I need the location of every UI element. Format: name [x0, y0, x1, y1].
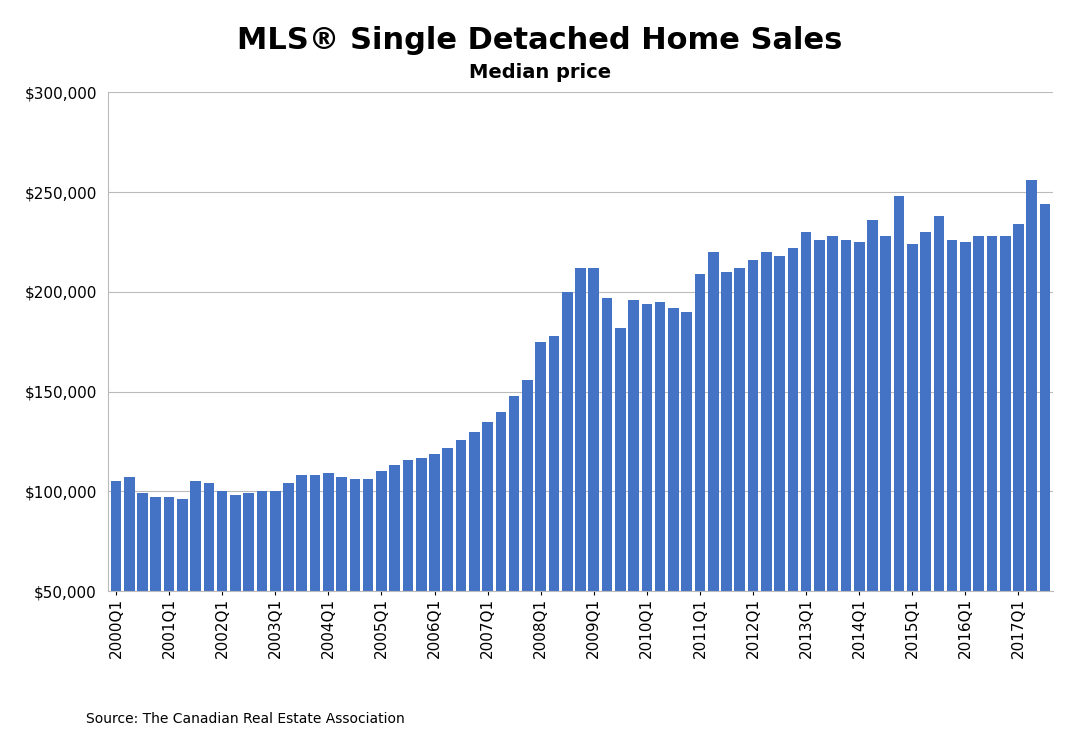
- Bar: [164, 497, 174, 691]
- Bar: [987, 236, 997, 691]
- Bar: [124, 477, 135, 691]
- Bar: [761, 252, 771, 691]
- Bar: [960, 242, 971, 691]
- Bar: [707, 252, 718, 691]
- Bar: [920, 232, 931, 691]
- Bar: [522, 380, 532, 691]
- Bar: [1000, 236, 1011, 691]
- Bar: [456, 440, 467, 691]
- Bar: [642, 304, 652, 691]
- Bar: [1026, 180, 1037, 691]
- Bar: [509, 395, 519, 691]
- Bar: [390, 466, 400, 691]
- Bar: [840, 240, 851, 691]
- Bar: [376, 471, 387, 691]
- Bar: [562, 292, 572, 691]
- Bar: [615, 328, 625, 691]
- Bar: [694, 274, 705, 691]
- Bar: [336, 477, 347, 691]
- Bar: [814, 240, 825, 691]
- Text: MLS® Single Detached Home Sales: MLS® Single Detached Home Sales: [238, 26, 842, 55]
- Bar: [270, 491, 281, 691]
- Bar: [416, 457, 427, 691]
- Bar: [350, 480, 360, 691]
- Text: Median price: Median price: [469, 63, 611, 82]
- Bar: [230, 495, 241, 691]
- Bar: [629, 300, 639, 691]
- Bar: [602, 298, 612, 691]
- Bar: [137, 494, 148, 691]
- Bar: [429, 454, 440, 691]
- Bar: [110, 482, 121, 691]
- Bar: [774, 256, 785, 691]
- Bar: [190, 482, 201, 691]
- Bar: [549, 336, 559, 691]
- Bar: [177, 500, 188, 691]
- Bar: [150, 497, 161, 691]
- Bar: [681, 312, 692, 691]
- Bar: [747, 260, 758, 691]
- Bar: [576, 268, 585, 691]
- Bar: [721, 272, 732, 691]
- Bar: [403, 460, 414, 691]
- Bar: [1040, 204, 1051, 691]
- Bar: [1013, 224, 1024, 691]
- Bar: [363, 480, 374, 691]
- Bar: [907, 244, 918, 691]
- Bar: [496, 412, 507, 691]
- Bar: [469, 432, 480, 691]
- Bar: [787, 248, 798, 691]
- Bar: [589, 268, 599, 691]
- Bar: [310, 475, 321, 691]
- Bar: [880, 236, 891, 691]
- Bar: [854, 242, 864, 691]
- Bar: [243, 494, 254, 691]
- Bar: [297, 475, 307, 691]
- Text: Source: The Canadian Real Estate Association: Source: The Canadian Real Estate Associa…: [86, 712, 405, 726]
- Bar: [933, 216, 944, 691]
- Bar: [894, 196, 904, 691]
- Bar: [483, 421, 492, 691]
- Bar: [283, 483, 294, 691]
- Bar: [654, 302, 665, 691]
- Bar: [203, 483, 214, 691]
- Bar: [801, 232, 811, 691]
- Bar: [257, 491, 267, 691]
- Bar: [734, 268, 745, 691]
- Bar: [443, 448, 454, 691]
- Bar: [867, 220, 878, 691]
- Bar: [323, 474, 334, 691]
- Bar: [536, 341, 546, 691]
- Bar: [973, 236, 984, 691]
- Bar: [217, 491, 228, 691]
- Bar: [947, 240, 958, 691]
- Bar: [669, 308, 678, 691]
- Bar: [827, 236, 838, 691]
